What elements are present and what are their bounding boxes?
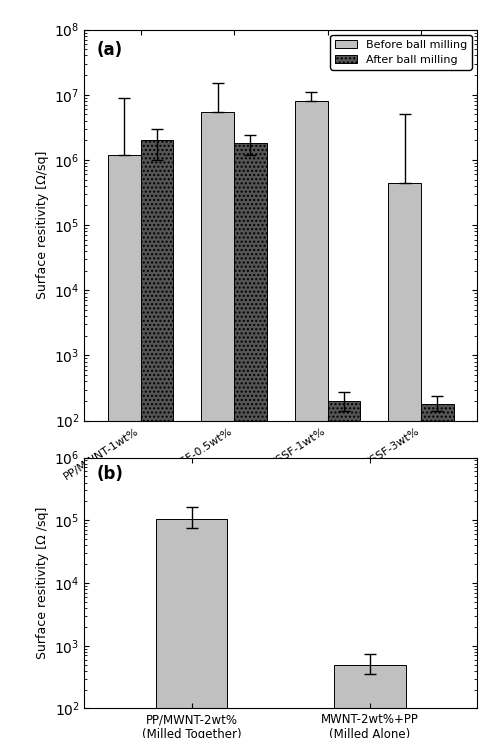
Bar: [141, 140, 173, 738]
Bar: [201, 111, 234, 738]
Bar: [388, 182, 421, 738]
Text: (a): (a): [96, 41, 122, 59]
Bar: [328, 401, 360, 738]
Bar: [108, 155, 141, 738]
Bar: [334, 665, 406, 738]
Text: (b): (b): [96, 465, 123, 483]
Y-axis label: Surface resitivity [Ω /sq]: Surface resitivity [Ω /sq]: [36, 507, 49, 659]
Y-axis label: Surface resitivity [Ω/sq]: Surface resitivity [Ω/sq]: [36, 151, 49, 300]
Bar: [234, 143, 267, 738]
Bar: [421, 404, 454, 738]
Bar: [295, 101, 328, 738]
Bar: [156, 519, 227, 738]
Legend: Before ball milling, After ball milling: Before ball milling, After ball milling: [331, 35, 472, 69]
